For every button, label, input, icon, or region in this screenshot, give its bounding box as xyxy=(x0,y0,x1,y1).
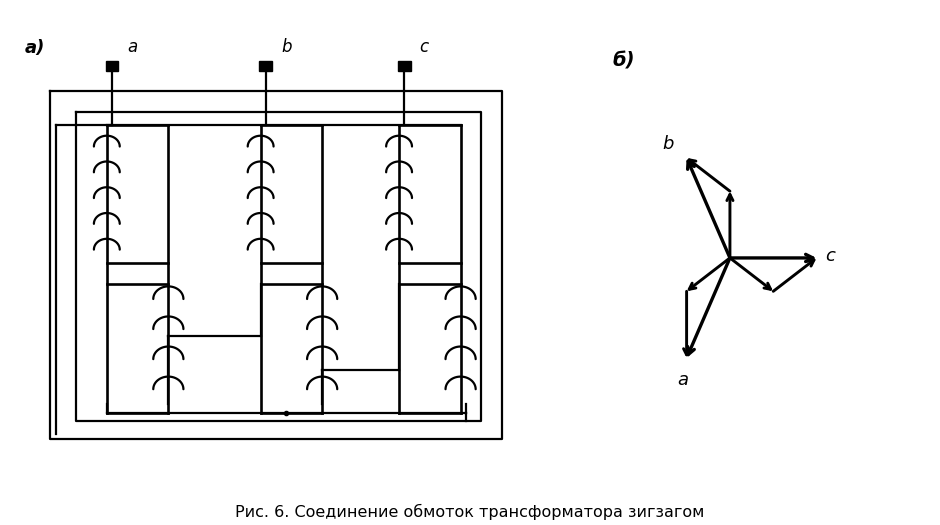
Text: Рис. 6. Соединение обмоток трансформатора зигзагом: Рис. 6. Соединение обмоток трансформатор… xyxy=(235,503,705,520)
Text: b: b xyxy=(281,38,291,56)
Text: c: c xyxy=(419,38,429,56)
Bar xyxy=(105,60,118,71)
Bar xyxy=(398,60,411,71)
Text: б): б) xyxy=(612,52,635,71)
Text: b: b xyxy=(662,135,673,153)
Text: a: a xyxy=(678,371,688,389)
Text: c: c xyxy=(825,247,836,265)
Bar xyxy=(259,60,273,71)
Text: а): а) xyxy=(24,39,45,57)
Text: a: a xyxy=(127,38,137,56)
